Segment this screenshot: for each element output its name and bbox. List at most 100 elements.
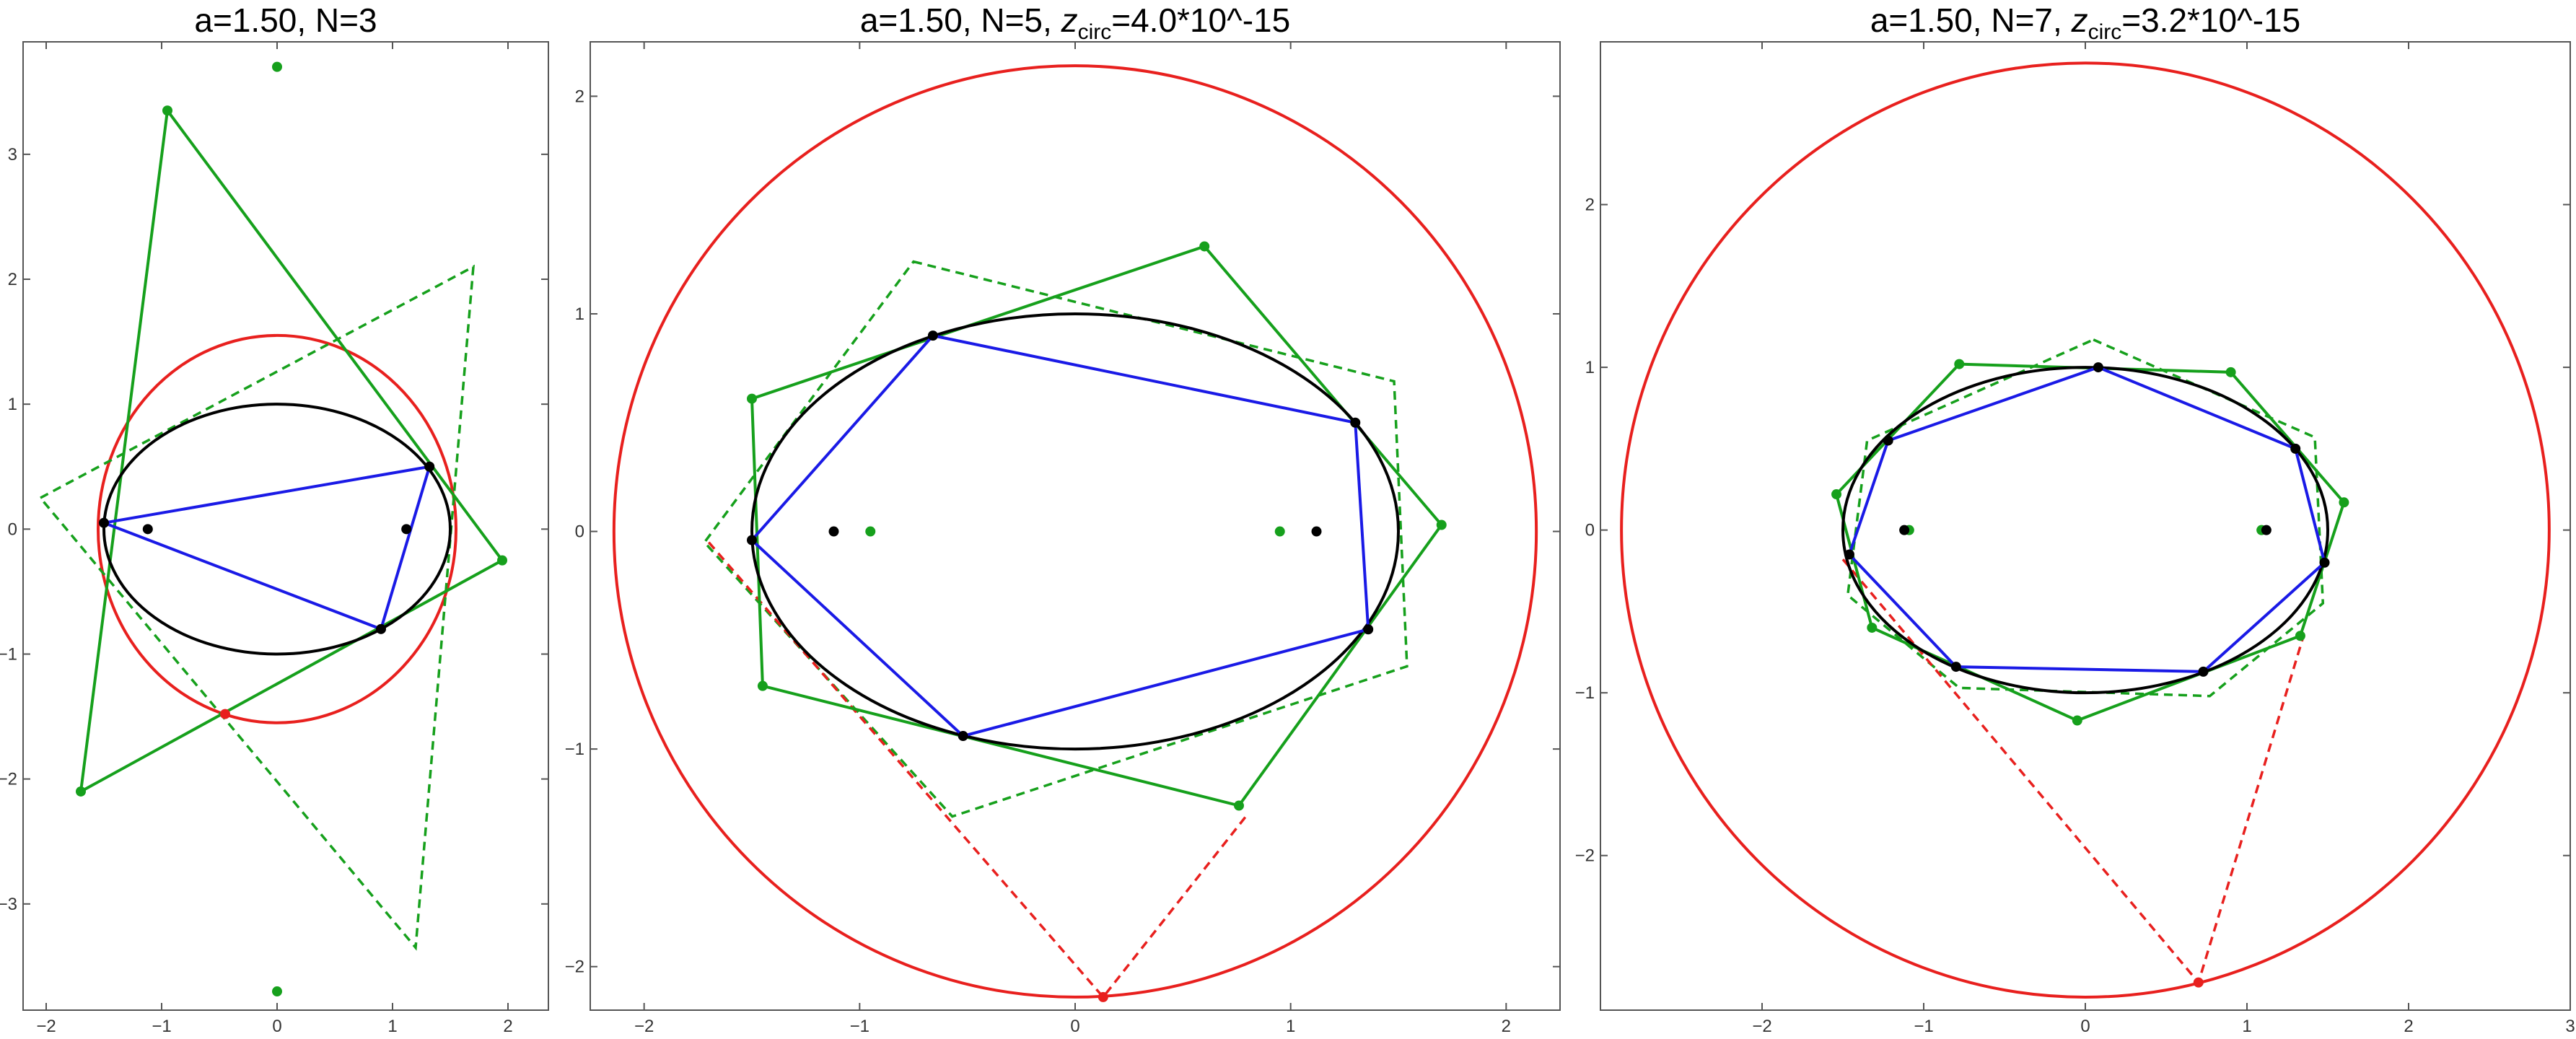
plot-area	[612, 64, 1538, 1002]
panel-title: a=1.50, N=3	[194, 1, 377, 39]
y-tick-label: 3	[8, 145, 17, 165]
y-tick-label: 0	[575, 522, 584, 542]
green-point	[2072, 715, 2082, 726]
black-ellipse	[1841, 366, 2329, 695]
black-point	[376, 623, 386, 634]
red-dashed-lines	[707, 541, 1249, 999]
y-tick-label: 2	[575, 87, 584, 106]
plot-area	[1620, 61, 2551, 999]
title-main: a=1.50, N=7,	[1870, 1, 2072, 39]
y-tick-label: −2	[0, 770, 17, 789]
y-tick-label: 0	[8, 520, 17, 539]
black-point	[2319, 557, 2330, 568]
green-polygon	[750, 245, 1444, 807]
green-dashed-polygon	[703, 260, 1409, 818]
black-point	[1844, 549, 1854, 560]
title-subscript: circ	[1078, 20, 1112, 44]
red-circle	[612, 64, 1538, 999]
green-point	[272, 986, 282, 997]
panel-n5: a=1.50, N=5, zcirc=4.0*10^-15 −2 −1 0 1 2 −2 −1…	[565, 1, 1561, 1036]
green-point	[1233, 800, 1244, 811]
y-tick-label: 2	[8, 270, 17, 289]
title-rest: =4.0*10^-15	[1111, 1, 1290, 39]
plot-frame	[22, 41, 549, 1011]
x-tick-label: 2	[1502, 1017, 1511, 1036]
green-point	[1436, 520, 1447, 530]
x-tick-label: 2	[2404, 1017, 2413, 1036]
green-point	[2295, 631, 2305, 641]
panel-n7: a=1.50, N=7, zcirc=3.2*10^-15 −2 −1 0 1 2 3 −2 −…	[1575, 1, 2575, 1036]
y-tick-label: −1	[0, 644, 17, 664]
black-point	[99, 517, 109, 528]
y-tick-label: −2	[565, 957, 584, 977]
green-point	[497, 555, 507, 566]
black-point	[2198, 666, 2209, 677]
title-z: z	[2071, 1, 2088, 39]
x-tick-label: −2	[1752, 1017, 1771, 1036]
blue-polygon	[1847, 365, 2326, 673]
black-point	[747, 535, 757, 545]
red-point	[220, 709, 230, 719]
x-tick-label: 0	[2080, 1017, 2090, 1036]
x-tick-label: 3	[2565, 1017, 2575, 1036]
x-tick-label: 1	[387, 1017, 397, 1036]
x-tick-label: 1	[2242, 1017, 2251, 1036]
y-tick-label: 2	[1585, 196, 1595, 215]
x-tick-label: 1	[1286, 1017, 1295, 1036]
plot-frame	[590, 41, 1561, 1011]
y-tick-label: 1	[1585, 358, 1595, 377]
x-tick-label: 2	[503, 1017, 512, 1036]
y-tick-label: −2	[1575, 846, 1595, 866]
green-point	[1831, 489, 1842, 500]
y-tick-label: 1	[8, 395, 17, 414]
black-point	[1899, 525, 1910, 535]
panel-n3: a=1.50, N=3 −2 −1 0 1 2 −3 −2 −1 0 1 2 3	[0, 1, 549, 1036]
green-point	[76, 786, 86, 797]
black-point	[958, 731, 968, 742]
y-tick-label: −3	[0, 895, 17, 914]
red-circle	[1620, 61, 2551, 999]
black-point	[1350, 417, 1361, 428]
y-tick-label: −1	[565, 740, 584, 759]
green-point	[1199, 241, 1210, 252]
green-point	[1274, 526, 1285, 537]
plot-frame	[1600, 41, 2571, 1011]
x-tick-label: −1	[850, 1017, 869, 1036]
black-point	[401, 524, 412, 535]
black-point	[1883, 435, 1893, 446]
black-point	[927, 330, 938, 341]
title-main: a=1.50, N=3	[194, 1, 377, 39]
green-point	[757, 680, 768, 691]
panel-title: a=1.50, N=7, zcirc=3.2*10^-15	[1870, 1, 2300, 44]
green-dashed-polygon	[38, 264, 476, 951]
x-tick-label: −2	[36, 1017, 56, 1036]
x-tick-label: −1	[152, 1017, 171, 1036]
y-tick-label: 0	[1585, 521, 1595, 540]
black-ellipse	[750, 312, 1400, 751]
black-ellipse	[102, 403, 452, 656]
blue-polygon	[750, 333, 1370, 738]
green-point	[2339, 497, 2349, 508]
green-dashed-polygon	[1846, 338, 2325, 698]
title-subscript: circ	[2088, 20, 2122, 44]
black-point	[1363, 624, 1374, 635]
green-point	[865, 526, 876, 537]
y-tick-label: 1	[575, 304, 584, 324]
black-point	[2093, 362, 2103, 373]
title-rest: =3.2*10^-15	[2121, 1, 2300, 39]
title-main: a=1.50, N=5,	[860, 1, 1061, 39]
y-tick-label: −1	[1575, 683, 1595, 703]
black-point	[142, 524, 153, 535]
black-point	[2290, 443, 2301, 454]
red-point	[2193, 977, 2204, 988]
x-tick-label: 0	[272, 1017, 281, 1036]
black-point	[2261, 525, 2271, 535]
x-tick-label: 0	[1070, 1017, 1079, 1036]
black-point	[1950, 662, 1961, 672]
black-point	[1311, 526, 1322, 537]
panel-title: a=1.50, N=5, zcirc=4.0*10^-15	[860, 1, 1290, 44]
green-point	[747, 393, 757, 404]
x-tick-label: −1	[1914, 1017, 1933, 1036]
blue-polygon	[98, 465, 432, 631]
